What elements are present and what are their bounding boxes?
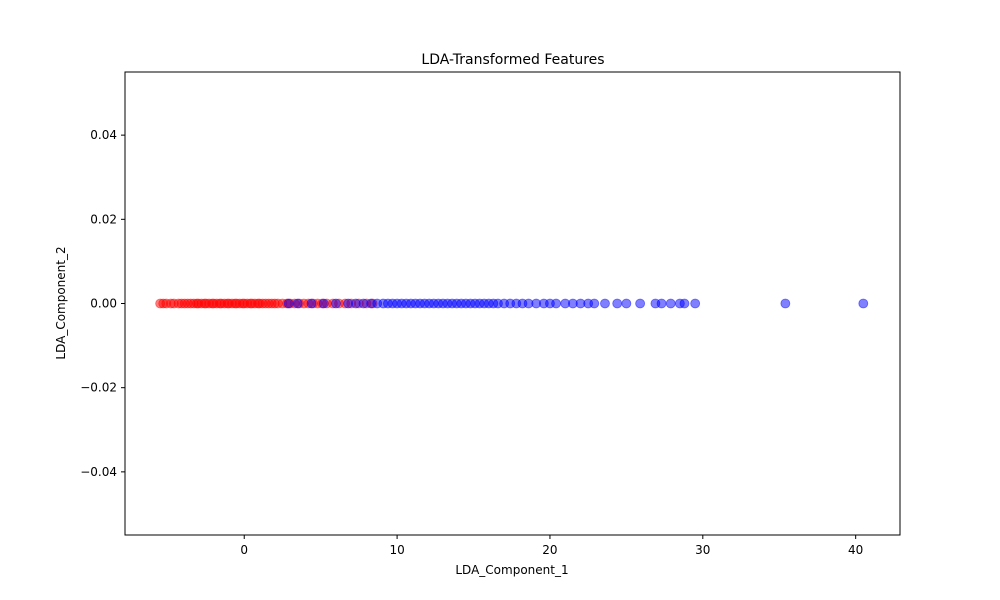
data-point-series-2 xyxy=(331,298,341,309)
y-tick-label: 0.04 xyxy=(90,128,117,142)
x-axis-label: LDA_Component_1 xyxy=(455,563,568,577)
data-point-series-2 xyxy=(306,298,317,309)
data-point-series-2 xyxy=(621,298,632,309)
x-tick-label: 10 xyxy=(389,543,404,557)
y-tick-label: 0.00 xyxy=(90,297,117,311)
chart-title: LDA-Transformed Features xyxy=(421,52,604,68)
data-point-series-2 xyxy=(318,298,329,309)
data-point-series-2 xyxy=(589,298,600,309)
data-point-series-2 xyxy=(635,298,646,309)
y-tick-label: −0.04 xyxy=(80,465,117,479)
data-point-series-2 xyxy=(292,298,303,309)
y-axis-label: LDA_Component_2 xyxy=(54,246,68,359)
y-axis-ticks: −0.04 −0.02 0.00 0.02 0.04 xyxy=(80,128,125,479)
data-point-series-2 xyxy=(665,298,676,309)
points-layer xyxy=(155,298,869,309)
data-point-series-2 xyxy=(679,298,690,309)
y-tick-label: 0.02 xyxy=(90,212,117,226)
data-point-series-2 xyxy=(858,298,869,309)
data-point-series-2 xyxy=(612,298,623,309)
x-tick-label: 20 xyxy=(542,543,557,557)
x-tick-label: 0 xyxy=(240,543,248,557)
data-point-series-2 xyxy=(283,298,294,309)
data-point-series-2 xyxy=(656,298,667,309)
data-point-series-2 xyxy=(690,298,701,309)
data-point-series-2 xyxy=(600,298,610,309)
y-tick-label: −0.02 xyxy=(80,381,117,395)
x-axis-ticks: 0 10 20 30 40 xyxy=(240,535,863,557)
data-point-series-2 xyxy=(551,298,561,309)
x-tick-label: 30 xyxy=(695,543,710,557)
x-tick-label: 40 xyxy=(848,543,863,557)
data-point-series-2 xyxy=(780,298,791,309)
